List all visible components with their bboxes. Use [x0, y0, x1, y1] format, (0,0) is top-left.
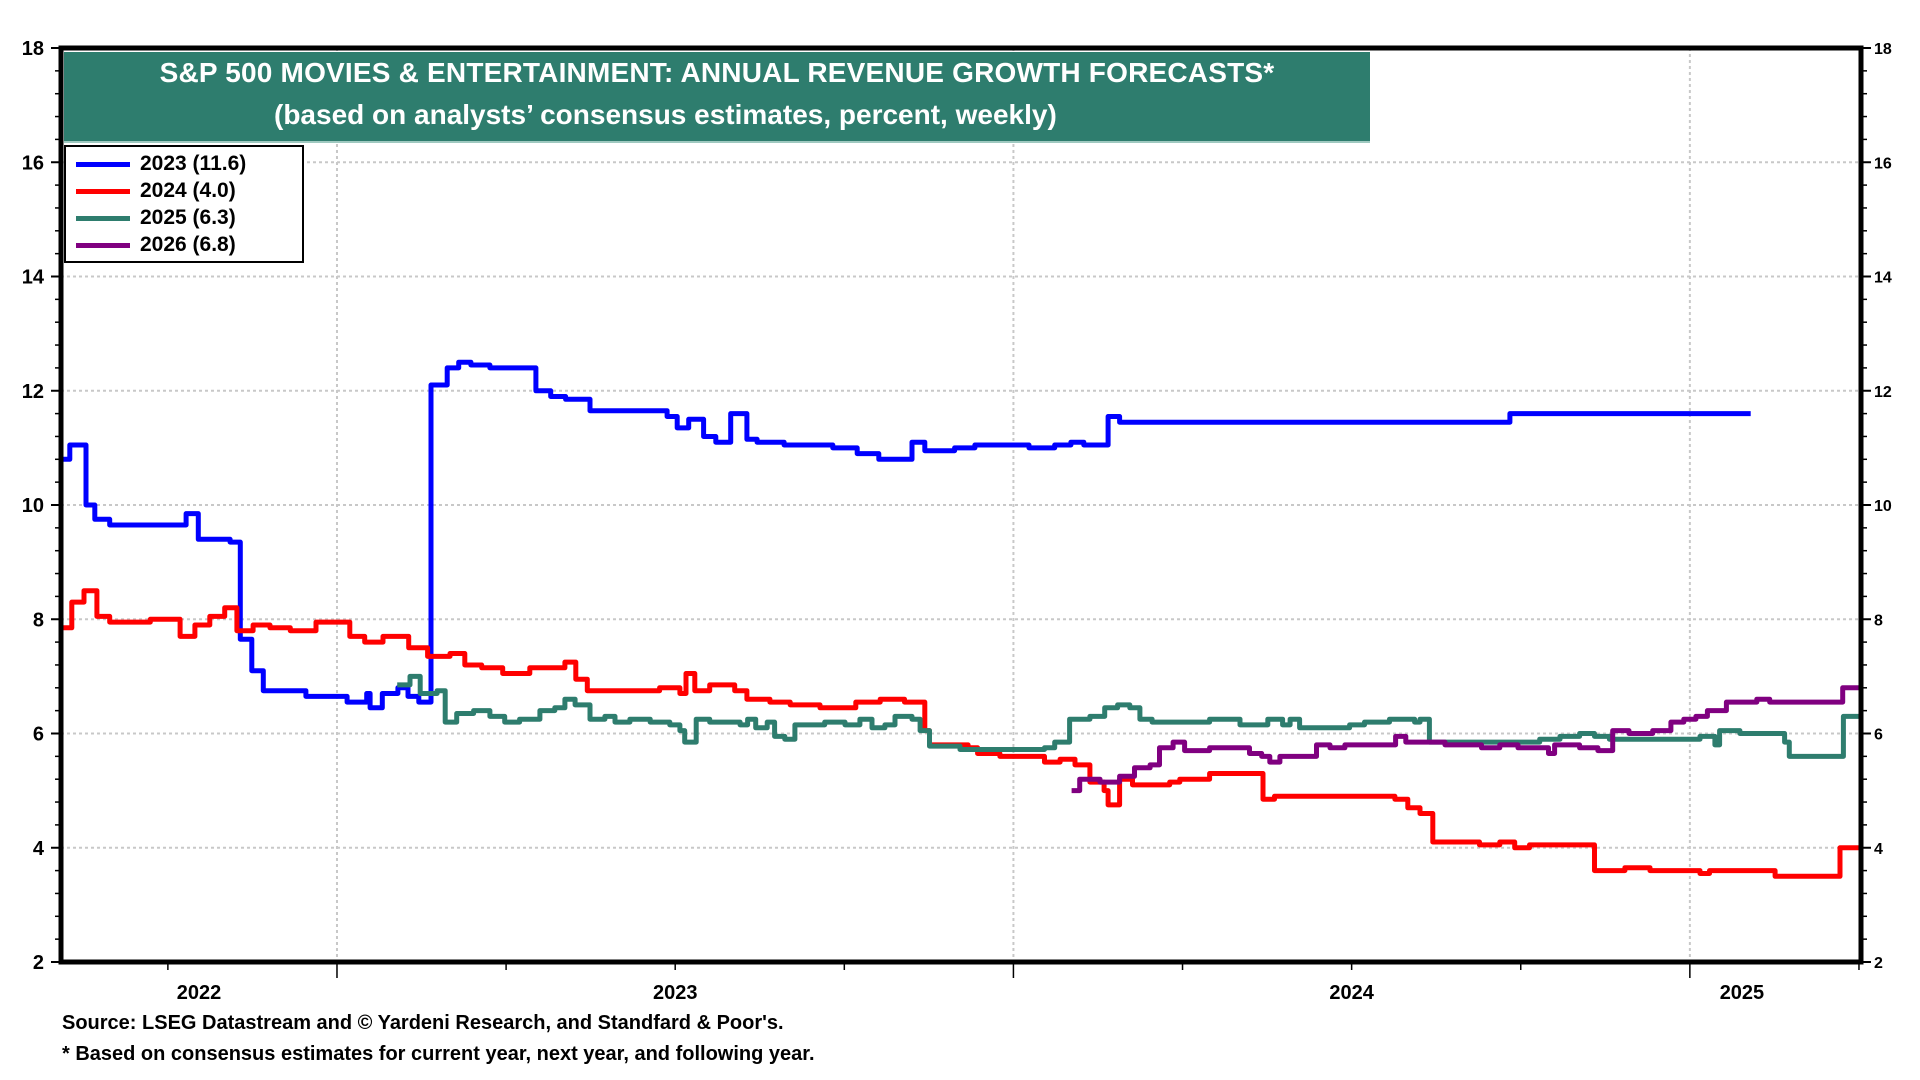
y-tick-label: 6 [33, 724, 44, 746]
legend-item: 2025 (6.3) [76, 205, 236, 231]
legend-label: 2023 (11.6) [140, 152, 247, 175]
y-tick-label: 18 [22, 38, 44, 60]
y-tick-label: 8 [33, 609, 44, 631]
legend-item: 2026 (6.8) [76, 232, 236, 258]
x-axis: 2022 2023 2024 2025 [167, 962, 1860, 1004]
legend-swatch-2025 [76, 215, 130, 221]
legend-swatch-2023 [76, 161, 130, 167]
legend-swatch-2026 [76, 242, 130, 248]
series-layer [61, 359, 1861, 879]
footnote: * Based on consensus estimates for curre… [62, 1043, 815, 1065]
series-line-2025 [397, 673, 1861, 759]
y-tick-label: 10 [22, 495, 44, 517]
y-tick-label-right: 8 [1874, 612, 1883, 629]
y-tick-label-right: 10 [1874, 498, 1892, 515]
chart-title: S&P 500 MOVIES & ENTERTAINMENT: ANNUAL R… [159, 57, 1275, 88]
legend-item: 2023 (11.6) [76, 151, 246, 177]
left-y-axis: 2 4 6 8 10 12 14 16 18 [22, 38, 61, 974]
y-tick-label: 14 [22, 267, 45, 289]
y-tick-label-right: 18 [1874, 41, 1892, 58]
x-year-label: 2025 [1720, 982, 1765, 1004]
legend-label: 2026 (6.8) [140, 233, 236, 256]
legend-label: 2024 (4.0) [140, 179, 236, 202]
y-tick-label: 16 [22, 152, 44, 174]
legend-label: 2025 (6.3) [140, 206, 236, 229]
x-year-label: 2023 [653, 982, 698, 1004]
series-line-2024 [61, 588, 1861, 879]
y-tick-label-right: 12 [1874, 384, 1892, 401]
x-year-label: 2024 [1329, 982, 1374, 1004]
legend-item: 2024 (4.0) [76, 178, 236, 204]
chart-title-box: S&P 500 MOVIES & ENTERTAINMENT: ANNUAL R… [64, 52, 1370, 143]
y-tick-label-right: 2 [1874, 955, 1883, 972]
y-tick-label-right: 14 [1874, 270, 1892, 287]
series-line-2023 [61, 359, 1751, 711]
legend: 2023 (11.6) 2024 (4.0) 2025 (6.3) 2026 (… [64, 145, 304, 263]
y-tick-label-right: 6 [1874, 727, 1883, 744]
x-year-label: 2022 [177, 982, 222, 1004]
y-tick-label: 2 [33, 952, 44, 974]
y-tick-label: 4 [33, 838, 45, 860]
y-tick-label: 12 [22, 381, 44, 403]
right-y-axis: 2 4 6 8 10 12 14 16 18 [1861, 41, 1892, 972]
gridlines [61, 48, 1861, 962]
series-line-2026 [1071, 685, 1861, 794]
y-tick-label-right: 16 [1874, 155, 1892, 172]
y-tick-label-right: 4 [1874, 841, 1883, 858]
source-note: Source: LSEG Datastream and © Yardeni Re… [62, 1012, 784, 1034]
legend-swatch-2024 [76, 188, 130, 194]
chart-subtitle: (based on analysts’ consensus estimates,… [274, 99, 1057, 130]
